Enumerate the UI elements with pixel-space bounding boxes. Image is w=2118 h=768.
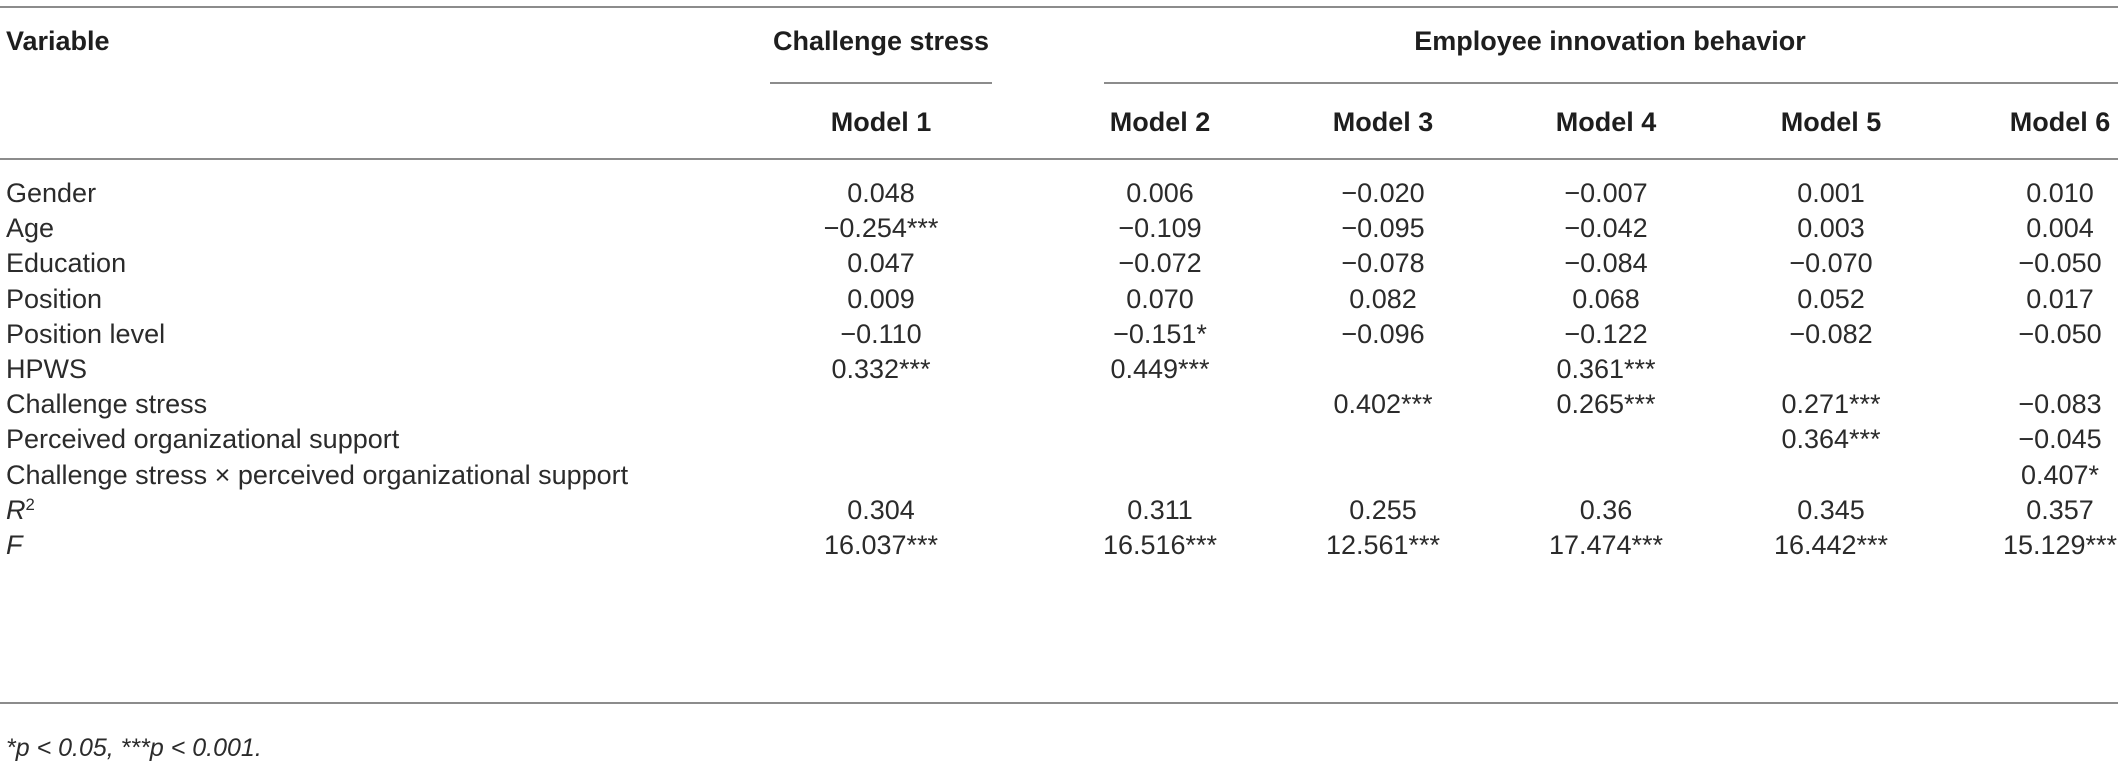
table-cell: −0.050 bbox=[2018, 318, 2102, 349]
table-cell: 0.304 bbox=[847, 494, 915, 525]
table-cell: 0.052 bbox=[1797, 283, 1865, 314]
table-cell: −0.072 bbox=[1118, 248, 1202, 279]
row-label-text: Perceived organizational support bbox=[6, 424, 400, 455]
table-cell: 0.047 bbox=[847, 248, 915, 279]
table-cell: 0.255 bbox=[1349, 494, 1417, 525]
table-cell: 0.271*** bbox=[1781, 389, 1881, 420]
model-header: Model 2 bbox=[1109, 107, 1211, 137]
row-label: Position bbox=[6, 283, 103, 314]
row-label-text: Challenge stress × perceived organizatio… bbox=[6, 459, 629, 490]
row-label: HPWS bbox=[6, 356, 87, 383]
table-cell: −0.082 bbox=[1789, 318, 1873, 349]
table-cell: 0.001 bbox=[1797, 178, 1865, 208]
row-label-text: Position bbox=[6, 283, 103, 314]
row-label: Age bbox=[6, 215, 54, 242]
table-cell: 0.017 bbox=[2026, 283, 2094, 314]
table-cell: 0.311 bbox=[1127, 494, 1193, 525]
row-label-superscript: 2 bbox=[25, 494, 35, 514]
table-cell: 0.407* bbox=[2020, 459, 2100, 490]
table-cell: 0.361*** bbox=[1556, 354, 1656, 384]
row-label: Education bbox=[6, 250, 126, 277]
table-cell: 17.474*** bbox=[1548, 530, 1664, 560]
row-label: Gender bbox=[6, 180, 96, 207]
table-cell: −0.083 bbox=[2018, 389, 2102, 420]
table-cell: 0.006 bbox=[1126, 178, 1194, 208]
innovation-group-rule bbox=[1104, 82, 2118, 84]
table-cell: 0.357 bbox=[2026, 494, 2094, 525]
row-label-text: F bbox=[6, 530, 23, 560]
innovation-group-header: Employee innovation behavior bbox=[1414, 26, 1806, 56]
table-cell: −0.084 bbox=[1564, 248, 1648, 279]
table-cell: −0.042 bbox=[1564, 213, 1648, 244]
table-cell: 0.068 bbox=[1572, 283, 1640, 314]
row-label-text: Position level bbox=[6, 318, 166, 349]
table-cell: −0.045 bbox=[2018, 424, 2102, 455]
row-label-text: HPWS bbox=[6, 354, 87, 384]
table-cell: −0.050 bbox=[2018, 248, 2102, 279]
row-label-text: Age bbox=[6, 213, 55, 244]
table-bottom-rule bbox=[0, 702, 2118, 704]
row-label: R2 bbox=[6, 494, 35, 525]
row-label-text: Gender bbox=[6, 178, 97, 208]
challenge-stress-group-header: Challenge stress bbox=[772, 26, 990, 56]
table-footnote: *p < 0.05, ***p < 0.001. bbox=[6, 734, 262, 762]
table-cell: 16.037*** bbox=[823, 530, 939, 560]
model-header: Model 1 bbox=[830, 107, 932, 137]
table-cell: −0.096 bbox=[1341, 318, 1425, 349]
row-label: Position level bbox=[6, 318, 166, 349]
table-cell: −0.020 bbox=[1341, 178, 1425, 208]
row-label: Challenge stress × perceived organizatio… bbox=[6, 459, 629, 490]
variable-column-header: Variable bbox=[6, 26, 110, 56]
table-cell: 15.129*** bbox=[2002, 530, 2118, 560]
table-cell: 0.449*** bbox=[1110, 354, 1210, 384]
table-cell: 0.402*** bbox=[1333, 389, 1433, 420]
table-cell: 0.009 bbox=[847, 283, 915, 314]
table-cell: 0.070 bbox=[1126, 283, 1194, 314]
table-cell: −0.007 bbox=[1564, 178, 1648, 208]
table-cell: −0.110 bbox=[840, 318, 922, 349]
row-label: Challenge stress bbox=[6, 391, 207, 418]
model-header: Model 3 bbox=[1332, 107, 1434, 137]
table-top-rule bbox=[0, 6, 2118, 8]
table-cell: 16.516*** bbox=[1102, 530, 1218, 560]
row-label: F bbox=[6, 532, 23, 559]
table-cell: 0.265*** bbox=[1556, 389, 1656, 420]
table-cell: −0.070 bbox=[1789, 248, 1873, 279]
table-cell: 16.442*** bbox=[1773, 530, 1889, 560]
model-header: Model 5 bbox=[1780, 107, 1882, 137]
row-label-text: Education bbox=[6, 248, 127, 279]
challenge-group-rule bbox=[770, 82, 992, 84]
row-label: Perceived organizational support bbox=[6, 426, 399, 453]
table-cell: 0.345 bbox=[1797, 494, 1865, 525]
table-cell: −0.254*** bbox=[823, 213, 939, 244]
table-cell: 0.36 bbox=[1579, 494, 1633, 525]
table-cell: 0.332*** bbox=[831, 354, 931, 384]
table-cell: −0.122 bbox=[1564, 318, 1648, 349]
header-bottom-rule bbox=[0, 158, 2118, 160]
table-cell: −0.109 bbox=[1118, 213, 1202, 244]
model-header: Model 4 bbox=[1555, 107, 1657, 137]
table-cell: 12.561*** bbox=[1325, 530, 1441, 560]
table-cell: 0.082 bbox=[1349, 283, 1417, 314]
row-label-text: R bbox=[6, 494, 26, 525]
model-header: Model 6 bbox=[2009, 107, 2111, 137]
table-cell: −0.078 bbox=[1341, 248, 1425, 279]
table-cell: 0.364*** bbox=[1781, 424, 1881, 455]
table-cell: 0.003 bbox=[1797, 213, 1865, 244]
table-cell: 0.004 bbox=[2026, 213, 2094, 244]
row-label-text: Challenge stress bbox=[6, 389, 208, 420]
table-cell: 0.010 bbox=[2026, 178, 2094, 208]
table-cell: −0.151* bbox=[1113, 318, 1207, 349]
table-cell: −0.095 bbox=[1341, 213, 1425, 244]
table-cell: 0.048 bbox=[847, 178, 915, 208]
